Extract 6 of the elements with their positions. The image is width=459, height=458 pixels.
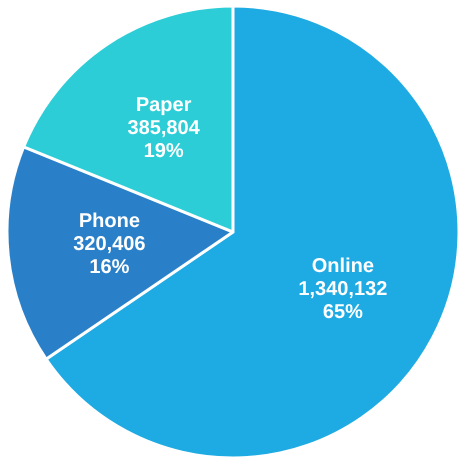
data-label: 1,340,132 65% bbox=[298, 278, 388, 324]
data-label: 320,406 16% bbox=[73, 233, 146, 278]
slice-label: Online bbox=[312, 255, 374, 278]
slice-label: Paper bbox=[136, 94, 192, 116]
data-label: 385,804 19% bbox=[127, 117, 201, 162]
slice-label: Phone bbox=[78, 210, 140, 232]
